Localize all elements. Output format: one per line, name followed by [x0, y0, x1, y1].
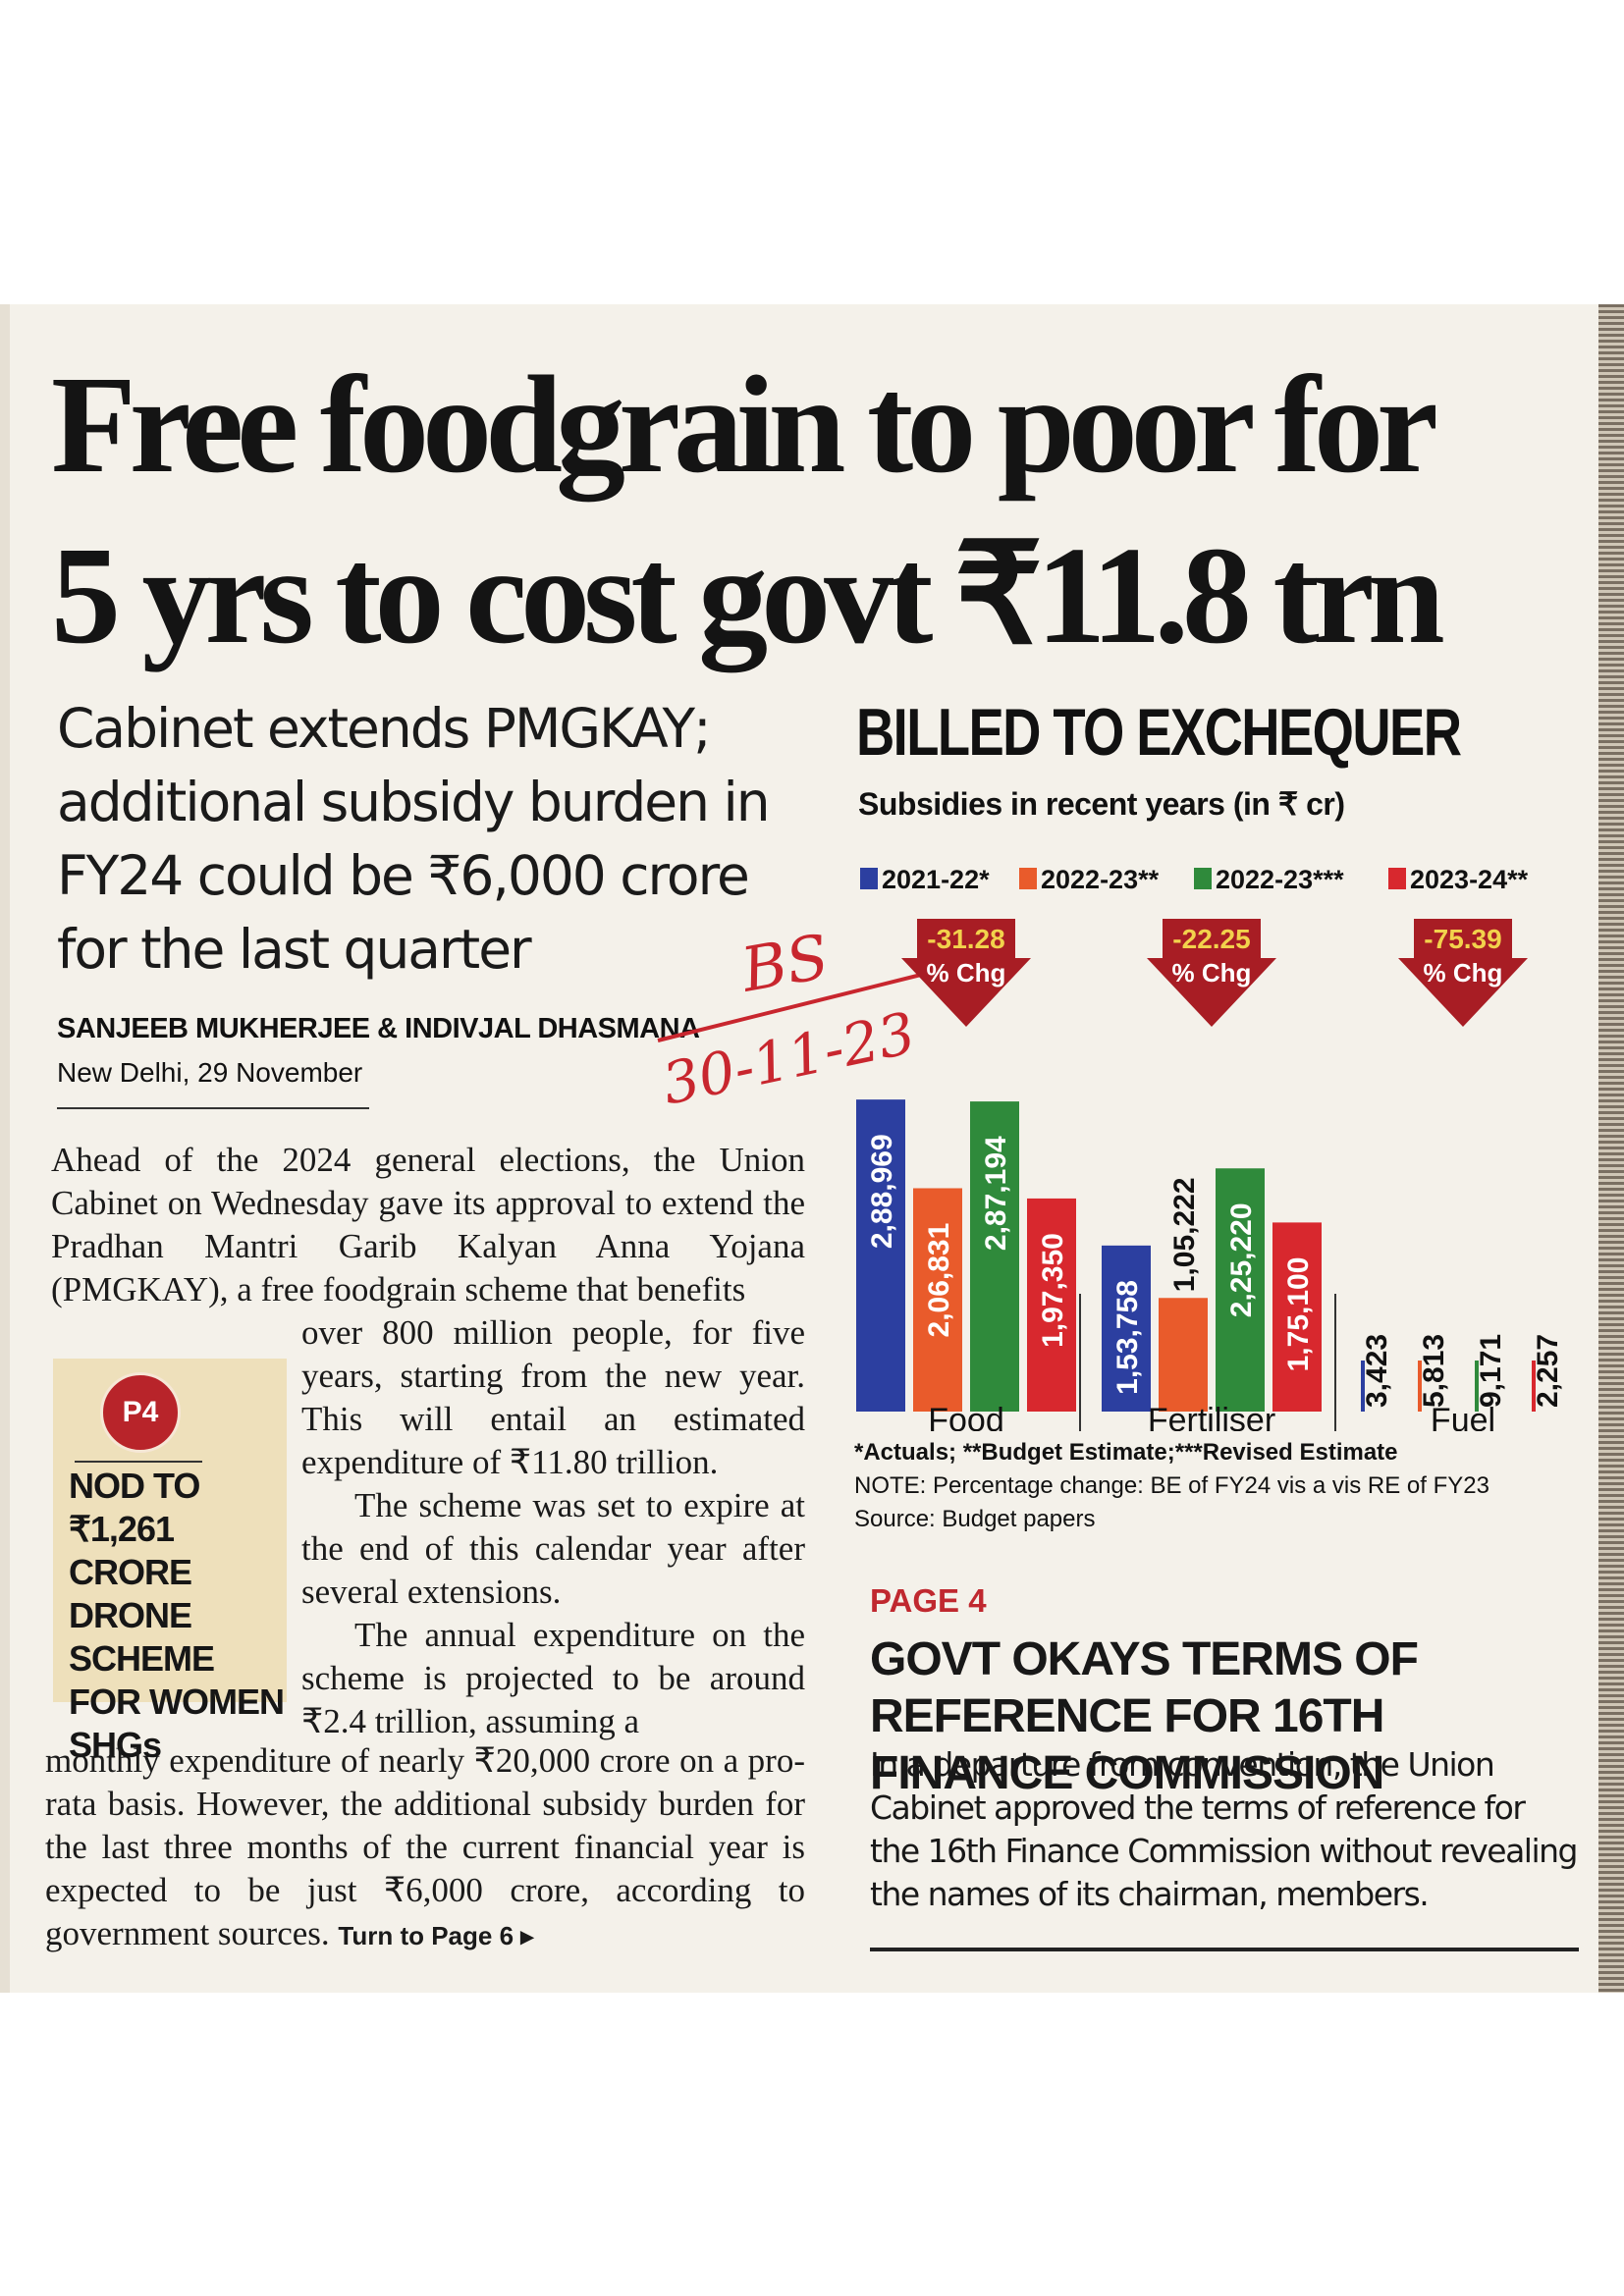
bar-fuel — [1532, 1361, 1536, 1412]
legend-swatch — [1019, 868, 1037, 889]
bar-value-label: 2,06,831 — [923, 1223, 955, 1338]
headline-line-2: 5 yrs to cost govt ₹11.8 trn — [51, 517, 1445, 672]
dateline-rule — [57, 1107, 369, 1109]
legend-label: 2022-23*** — [1216, 865, 1344, 894]
bar-value-label: 2,257 — [1532, 1334, 1564, 1408]
page-pin-icon: P4 — [100, 1372, 181, 1453]
legend-label: 2021-22* — [882, 865, 990, 894]
turn-to-link[interactable]: Turn to Page 6 ▸ — [338, 1921, 534, 1950]
chart-notes: *Actuals; **Budget Estimate;***Revised E… — [854, 1436, 1489, 1536]
category-label-food: Food — [928, 1402, 1004, 1431]
bar-value-label: 2,25,220 — [1225, 1202, 1258, 1317]
bar-value-label: 9,171 — [1475, 1334, 1507, 1408]
legend-swatch — [860, 868, 878, 889]
bar-food — [1027, 1198, 1076, 1412]
page4-tag[interactable]: PAGE 4 — [870, 1582, 987, 1619]
promo-divider — [75, 1461, 202, 1463]
article-body-top: Ahead of the 2024 general elections, the… — [51, 1139, 805, 1311]
bar-fertiliser — [1216, 1168, 1265, 1412]
pct-change-value: -22.25 — [1172, 924, 1250, 954]
byline: SANJEEB MUKHERJEE & INDIVJAL DHASMANA — [57, 1013, 700, 1044]
bar-fuel — [1475, 1361, 1479, 1412]
pct-change-unit: % Chg — [927, 958, 1006, 988]
paragraph-1-cont: over 800 million people, for five years,… — [301, 1313, 805, 1481]
clipping-right-edge — [1598, 304, 1624, 1993]
bottom-rule — [870, 1948, 1579, 1951]
bar-value-label: 1,05,222 — [1168, 1177, 1201, 1292]
chart-subtitle: Subsidies in recent years (in ₹ cr) — [858, 786, 1345, 822]
bar-value-label: 1,97,350 — [1037, 1233, 1069, 1348]
pct-change-value: -31.28 — [927, 924, 1004, 954]
pct-change-arrow-icon — [1398, 919, 1528, 1027]
article-body-middle: over 800 million people, for five years,… — [301, 1311, 805, 1743]
paragraph-2: The scheme was set to expire at the end … — [301, 1486, 805, 1611]
handwritten-note: BS 30-11-23 — [657, 921, 934, 1118]
legend-label: 2022-23** — [1041, 865, 1160, 894]
legend-label: 2023-24** — [1410, 865, 1529, 894]
newspaper-clipping — [0, 304, 1624, 1993]
handwritten-underline — [657, 970, 934, 1042]
dateline: New Delhi, 29 November — [57, 1057, 363, 1088]
promo-text: NOD TO ₹1,261 CRORE DRONE SCHEME FOR WOM… — [69, 1466, 285, 1765]
bar-value-label: 5,813 — [1418, 1334, 1450, 1408]
promo-box[interactable]: P4 NOD TO ₹1,261 CRORE DRONE SCHEME FOR … — [53, 1359, 287, 1765]
pct-change-value: -75.39 — [1424, 924, 1501, 954]
headline-line-1: Free foodgrain to poor for — [51, 347, 1438, 502]
headline: Free foodgrain to poor for 5 yrs to cost… — [51, 339, 1583, 680]
chart-title: BILLED TO EXCHEQUER — [856, 695, 1462, 770]
pct-change-arrow-icon — [1147, 919, 1276, 1027]
clipping-left-edge — [0, 304, 10, 1993]
category-label-fertiliser: Fertiliser — [1148, 1402, 1275, 1431]
chart-note-legend: *Actuals; **Budget Estimate;***Revised E… — [854, 1439, 1398, 1466]
bar-fertiliser — [1272, 1222, 1322, 1412]
article-body-bottom: monthly expenditure of nearly ₹20,000 cr… — [45, 1739, 805, 1957]
paragraph-3-lead: The annual expenditure on the scheme is … — [301, 1616, 805, 1740]
page4-title: GOVT OKAYS TERMS OF REFERENCE FOR 16TH F… — [870, 1633, 1419, 1799]
page4-text: In a departure from convention, the Unio… — [870, 1745, 1579, 1913]
bar-fuel — [1361, 1361, 1365, 1412]
pct-change-arrow-icon — [901, 919, 1031, 1027]
pct-change-unit: % Chg — [1424, 958, 1503, 988]
category-label-fuel: Fuel — [1431, 1402, 1495, 1431]
bar-value-label: 2,88,969 — [866, 1134, 898, 1249]
paragraph-3-cont: monthly expenditure of nearly ₹20,000 cr… — [45, 1741, 805, 1952]
handwritten-initials: BS — [735, 921, 834, 1006]
bar-food — [970, 1101, 1019, 1412]
chart-note-source: Source: Budget papers — [854, 1506, 1096, 1532]
bar-food — [913, 1188, 962, 1412]
bar-fertiliser — [1102, 1245, 1151, 1412]
bar-fertiliser — [1159, 1298, 1208, 1412]
chart-note-pct: NOTE: Percentage change: BE of FY24 vis … — [854, 1472, 1489, 1499]
legend-swatch — [1388, 868, 1406, 889]
bar-value-label: 3,423 — [1361, 1334, 1393, 1408]
bar-fuel — [1418, 1361, 1422, 1412]
bar-value-label: 1,53,758 — [1111, 1280, 1144, 1395]
bar-value-label: 1,75,100 — [1282, 1257, 1315, 1372]
paragraph-1-lead: Ahead of the 2024 general elections, the… — [51, 1141, 805, 1308]
deck: Cabinet extends PMGKAY; additional subsi… — [57, 697, 771, 981]
bar-value-label: 2,87,194 — [980, 1136, 1012, 1251]
legend-swatch — [1194, 868, 1212, 889]
pct-change-unit: % Chg — [1172, 958, 1252, 988]
subsidy-bar-chart: 2021-22* 2022-23** 2022-23*** 2023-24** 2,88… — [856, 865, 1564, 1431]
bar-food — [856, 1099, 905, 1412]
